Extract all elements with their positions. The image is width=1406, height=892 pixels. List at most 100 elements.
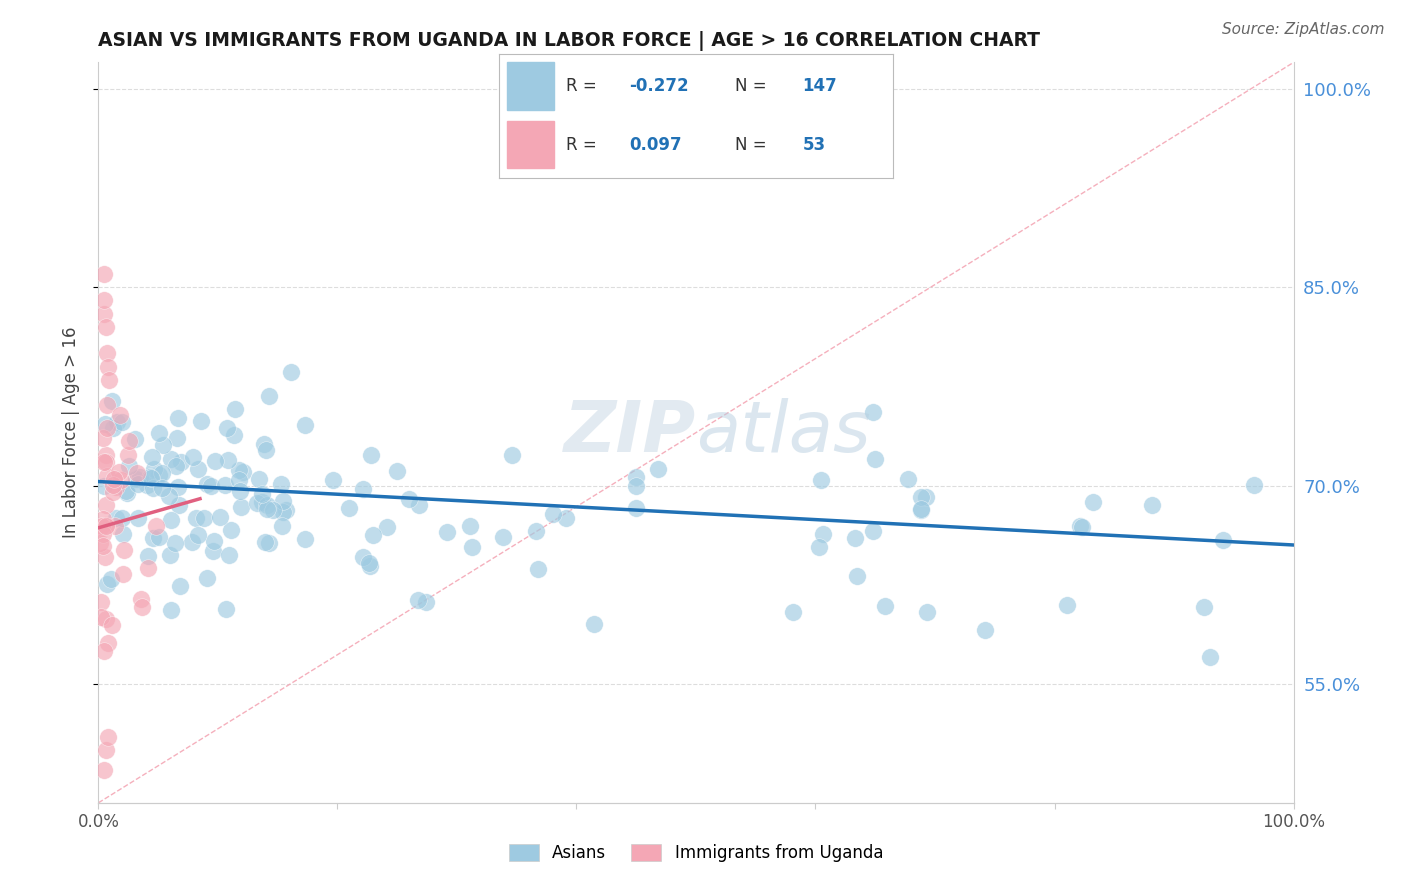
Point <box>352 482 374 496</box>
Point <box>104 518 127 533</box>
Point <box>359 559 381 574</box>
Y-axis label: In Labor Force | Age > 16: In Labor Force | Age > 16 <box>62 326 80 539</box>
Point <box>97 635 120 649</box>
Point <box>142 482 165 496</box>
Point <box>181 535 204 549</box>
Point <box>1083 494 1105 508</box>
Point <box>270 476 292 491</box>
Point <box>253 437 276 451</box>
Text: R =: R = <box>567 77 602 95</box>
Point <box>582 617 605 632</box>
Point <box>93 267 115 281</box>
Point <box>339 501 361 516</box>
Point <box>224 401 246 416</box>
Point <box>91 527 114 541</box>
Point <box>96 398 118 412</box>
Point <box>359 556 381 570</box>
Point <box>100 572 122 586</box>
Point <box>846 568 869 582</box>
Point <box>90 595 112 609</box>
Point <box>321 473 343 487</box>
Point <box>160 603 183 617</box>
Point <box>1243 477 1265 491</box>
Point <box>91 518 114 533</box>
Point <box>229 484 252 499</box>
Point <box>111 415 134 429</box>
Point <box>187 528 209 542</box>
Point <box>167 498 190 512</box>
Point <box>406 593 429 607</box>
Point <box>136 561 159 575</box>
Point <box>105 511 128 525</box>
Point <box>782 605 804 619</box>
Point <box>415 594 437 608</box>
Point <box>863 452 886 467</box>
Legend: Asians, Immigrants from Uganda: Asians, Immigrants from Uganda <box>502 837 890 869</box>
Text: N =: N = <box>735 77 772 95</box>
Point <box>98 373 121 387</box>
Point <box>543 507 565 521</box>
Point <box>160 513 183 527</box>
Point <box>135 477 157 491</box>
Point <box>232 466 254 480</box>
Point <box>96 469 118 483</box>
Text: 53: 53 <box>803 136 825 153</box>
Point <box>492 530 515 544</box>
Point <box>524 524 547 539</box>
Point <box>131 600 153 615</box>
Point <box>93 293 115 308</box>
Text: Source: ZipAtlas.com: Source: ZipAtlas.com <box>1222 22 1385 37</box>
Text: atlas: atlas <box>696 398 870 467</box>
Point <box>219 523 242 537</box>
Point <box>124 472 146 486</box>
Point <box>873 599 896 613</box>
Point <box>101 618 124 632</box>
Point <box>105 415 128 429</box>
Point <box>974 623 997 637</box>
Point <box>160 452 183 467</box>
Point <box>501 448 523 462</box>
Point <box>112 543 135 558</box>
Point <box>152 438 174 452</box>
Point <box>143 462 166 476</box>
Point <box>108 409 131 423</box>
Point <box>94 448 117 462</box>
Point <box>145 519 167 533</box>
Point <box>107 465 129 479</box>
Point <box>810 473 832 487</box>
Point <box>91 539 114 553</box>
Point <box>254 443 277 458</box>
Point <box>1071 520 1094 534</box>
Point <box>127 477 149 491</box>
Point <box>218 548 240 562</box>
Point <box>626 470 648 484</box>
Text: ASIAN VS IMMIGRANTS FROM UGANDA IN LABOR FORCE | AGE > 16 CORRELATION CHART: ASIAN VS IMMIGRANTS FROM UGANDA IN LABOR… <box>98 30 1040 51</box>
Point <box>910 503 932 517</box>
Point <box>150 467 173 481</box>
Point <box>361 528 384 542</box>
Point <box>398 491 420 506</box>
Point <box>94 455 117 469</box>
Point <box>910 502 932 516</box>
Point <box>165 536 187 550</box>
Point <box>127 510 149 524</box>
Point <box>139 471 162 485</box>
Point <box>101 421 124 435</box>
Point <box>118 459 141 474</box>
Point <box>555 511 578 525</box>
Point <box>252 495 274 509</box>
Point <box>375 520 398 534</box>
Point <box>93 512 115 526</box>
Point <box>136 549 159 563</box>
Point <box>159 548 181 562</box>
Point <box>202 543 225 558</box>
Point <box>105 480 128 494</box>
Point <box>97 359 120 374</box>
Point <box>101 478 124 492</box>
Point <box>148 467 170 482</box>
Point <box>93 307 115 321</box>
Point <box>94 319 117 334</box>
Point <box>139 469 162 483</box>
Point <box>253 535 276 549</box>
Point <box>202 533 225 548</box>
